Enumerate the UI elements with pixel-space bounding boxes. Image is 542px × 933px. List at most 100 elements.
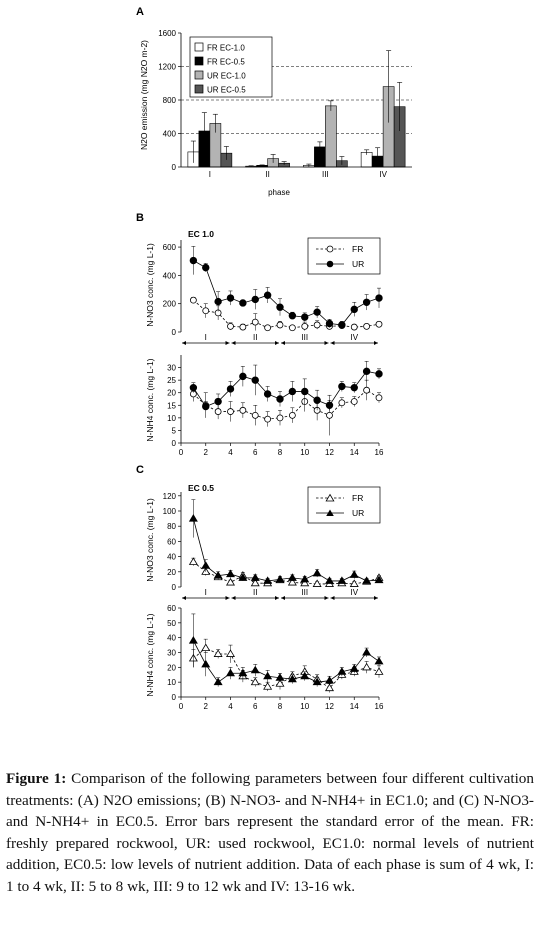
point-ur [201, 561, 211, 569]
panel-c-letter: C [136, 464, 144, 476]
x-tick-label: 2 [204, 702, 209, 711]
point-ur [324, 676, 335, 684]
phase-arrow-head [281, 341, 285, 345]
point-fr [264, 415, 272, 423]
point-fr [326, 411, 333, 419]
phase-label: III [301, 333, 308, 342]
point-ur [362, 647, 372, 656]
point-ur [288, 312, 297, 320]
phase-label: IV [350, 588, 358, 597]
x-tick-label: IV [379, 170, 387, 179]
point-fr [374, 667, 384, 675]
point-ur [338, 321, 346, 329]
legend-swatch [194, 84, 204, 94]
point-fr [263, 682, 273, 690]
y-tick-label: 0 [172, 439, 177, 448]
point-fr [288, 324, 296, 332]
x-tick-label: III [322, 170, 329, 179]
point-ur [239, 372, 247, 381]
y-tick-label: 0 [172, 693, 177, 702]
figure-caption: Figure 1: Comparison of the following pa… [6, 768, 534, 897]
phase-arrow-head [231, 341, 236, 345]
y-tick-label: 30 [167, 364, 176, 373]
y-tick-label: 80 [167, 522, 176, 531]
x-tick-label: 10 [300, 448, 309, 457]
phase-arrow-head [275, 341, 279, 345]
x-tick-label: 0 [179, 448, 184, 457]
point-ur [301, 313, 309, 321]
point-ur [324, 576, 335, 584]
panel-c: C EC 0.5 N-NO3 conc. (mg L-1) N-NH4 conc… [136, 464, 384, 711]
x-tick-label: I [209, 170, 211, 179]
point-fr [349, 579, 359, 587]
legend-fr-label: FR [352, 493, 363, 503]
point-fr [213, 649, 223, 657]
caption-text: Comparison of the following parameters b… [6, 770, 534, 895]
legend-label: UR EC-1.0 [207, 72, 246, 81]
point-fr [363, 322, 371, 330]
y-tick-label: 100 [163, 507, 177, 516]
point-ur [251, 295, 259, 304]
legend-box [307, 237, 381, 275]
point-ur [312, 568, 322, 577]
legend-swatch [194, 70, 204, 80]
point-ur [362, 367, 371, 376]
point-ur [202, 402, 210, 411]
point-fr [189, 296, 197, 304]
series-line-ur [193, 370, 380, 408]
x-tick-label: 14 [350, 702, 359, 711]
y-tick-label: 0 [172, 583, 177, 592]
point-fr [300, 578, 310, 587]
panel-c-nh4-ylabel: N-NH4 conc. (mg L-1) [145, 613, 155, 696]
point-ur [202, 263, 210, 272]
y-tick-label: 0 [172, 328, 177, 337]
panel-b-letter: B [136, 212, 144, 224]
panel-a-bars [187, 50, 406, 168]
legend-ur-marker [326, 509, 334, 516]
phase-arrow-head [182, 341, 186, 345]
point-ur [263, 576, 273, 584]
y-tick-label: 200 [163, 300, 177, 309]
y-tick-label: 20 [167, 389, 176, 398]
phase-arrow-head [225, 596, 230, 600]
point-fr [288, 411, 296, 419]
point-fr [264, 324, 272, 332]
panel-c-title: EC 0.5 [188, 483, 214, 493]
series-line-fr [193, 299, 380, 329]
point-fr [324, 683, 335, 692]
point-ur [188, 636, 198, 644]
point-ur [239, 299, 247, 307]
panel-b-phase-bar: I II III IV [182, 333, 378, 345]
y-tick-label: 400 [163, 130, 177, 139]
x-tick-label: 4 [228, 448, 233, 457]
point-fr [313, 321, 321, 329]
point-ur [337, 576, 347, 584]
panel-a-ylabel: N2O emission (mg N2O m-2) [139, 40, 149, 150]
point-fr [276, 414, 284, 422]
point-fr [188, 557, 198, 565]
point-ur [374, 656, 384, 665]
phase-label: III [301, 588, 308, 597]
y-tick-label: 1600 [158, 29, 176, 38]
phase-label: II [253, 333, 257, 342]
series-line-ur [193, 260, 380, 326]
phase-label: II [253, 588, 257, 597]
x-tick-label: II [265, 170, 269, 179]
point-fr [287, 577, 297, 586]
panel-c-no3-ylabel: N-NO3 conc. (mg L-1) [145, 498, 155, 582]
point-ur [350, 305, 358, 314]
y-tick-label: 120 [163, 492, 177, 501]
phase-label: I [205, 333, 207, 342]
point-ur [226, 294, 235, 302]
point-fr [362, 662, 372, 671]
point-ur [201, 659, 211, 668]
x-tick-label: 6 [253, 702, 258, 711]
legend-label: FR EC-1.0 [207, 44, 245, 53]
legend-fr-marker [326, 245, 334, 253]
point-ur [350, 383, 358, 392]
series-line-ur [192, 518, 380, 582]
point-ur [189, 256, 198, 265]
point-ur [325, 319, 334, 328]
y-tick-label: 30 [167, 649, 176, 658]
point-ur [263, 671, 273, 680]
